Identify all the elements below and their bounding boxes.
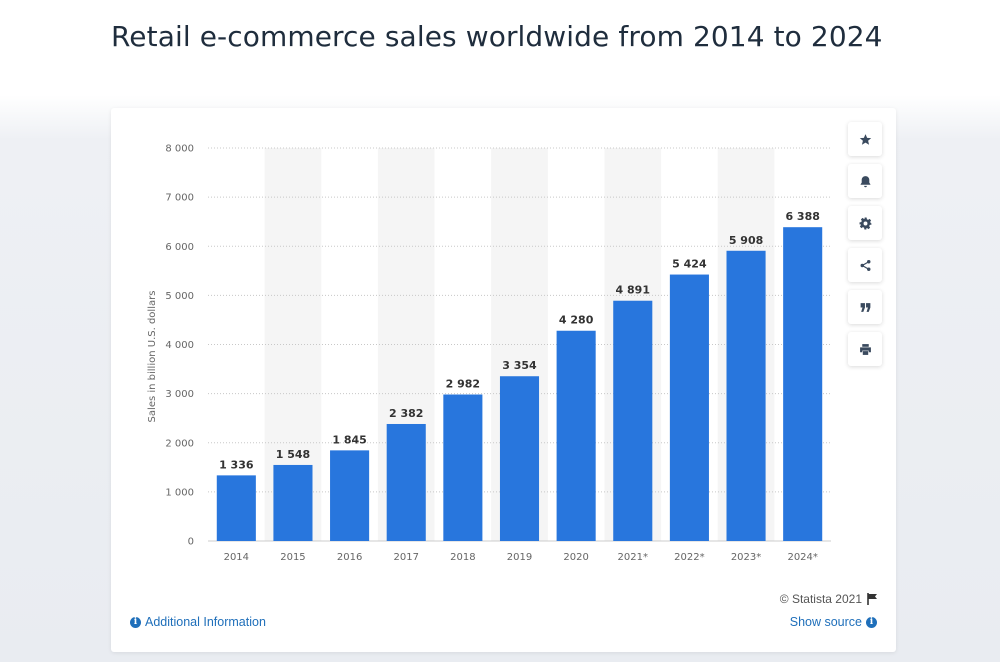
- chart-toolbar: [848, 122, 884, 374]
- bar-2023*[interactable]: [726, 250, 766, 541]
- info-icon: i: [130, 616, 141, 628]
- x-tick-label: 2022*: [674, 552, 704, 563]
- share-icon: [860, 259, 870, 271]
- show-source-label: Show source: [789, 615, 862, 629]
- y-tick-label: 0: [188, 537, 194, 548]
- share-button[interactable]: [848, 248, 882, 282]
- gear-icon: [859, 217, 871, 229]
- x-tick-label: 2019: [507, 552, 532, 563]
- data-label: 6 388: [785, 210, 819, 223]
- flag-icon[interactable]: [867, 593, 878, 605]
- data-label: 2 982: [446, 378, 480, 391]
- y-tick-label: 6 000: [165, 242, 194, 253]
- bar-2018[interactable]: [443, 394, 483, 541]
- copyright-notice: © Statista 2021: [780, 592, 878, 606]
- y-axis-title: Sales in billion U.S. dollars: [147, 291, 158, 423]
- x-tick-label: 2016: [337, 552, 362, 563]
- bar-2021*[interactable]: [613, 300, 653, 541]
- print-button[interactable]: [848, 332, 882, 366]
- star-icon: [859, 133, 871, 145]
- y-tick-label: 1 000: [165, 487, 194, 498]
- data-label: 4 280: [559, 314, 594, 327]
- x-tick-label: 2017: [394, 552, 419, 563]
- chart-card: 0 1 000 2 000 3 000 4 000 5 000 6 000 7 000 8 00…: [111, 108, 896, 652]
- data-label: 2 382: [389, 407, 423, 420]
- y-tick-label: 2 000: [165, 438, 194, 449]
- data-label: 1 845: [332, 433, 366, 446]
- bar-2022*[interactable]: [669, 274, 709, 541]
- y-tick-label: 8 000: [165, 144, 194, 155]
- additional-information-label: Additional Information: [145, 615, 266, 629]
- bar-2024*[interactable]: [783, 227, 823, 541]
- page-title: Retail e-commerce sales worldwide from 2…: [111, 20, 883, 53]
- x-tick-label: 2015: [280, 552, 305, 563]
- data-label: 1 548: [276, 448, 310, 461]
- x-tick-label: 2021*: [618, 552, 648, 563]
- info-icon: i: [866, 616, 877, 628]
- favorite-button[interactable]: [848, 122, 882, 156]
- y-tick-label: 5 000: [165, 291, 194, 302]
- settings-button[interactable]: [848, 206, 882, 240]
- bell-icon: [860, 175, 870, 187]
- bar-2020[interactable]: [556, 330, 596, 541]
- x-tick-label: 2020: [563, 552, 588, 563]
- y-tick-label: 3 000: [165, 389, 194, 400]
- show-source-link[interactable]: Show source i: [790, 615, 877, 629]
- data-label: 1 336: [219, 458, 254, 471]
- data-label: 5 424: [672, 258, 707, 271]
- print-icon: [859, 343, 871, 355]
- bar-2016[interactable]: [330, 450, 370, 541]
- x-tick-label: 2014: [224, 552, 249, 563]
- copyright-text: © Statista 2021: [779, 592, 862, 606]
- quote-icon: [860, 302, 870, 312]
- bar-2015[interactable]: [273, 464, 313, 541]
- bar-chart: 0 1 000 2 000 3 000 4 000 5 000 6 000 7 000 8 00…: [147, 144, 831, 563]
- data-label: 3 354: [502, 359, 537, 372]
- data-label: 4 891: [616, 284, 650, 297]
- x-tick-label: 2024*: [787, 552, 817, 563]
- x-tick-label: 2023*: [731, 552, 761, 563]
- y-tick-label: 7 000: [165, 193, 194, 204]
- x-tick-label: 2018: [450, 552, 475, 563]
- bar-2014[interactable]: [216, 475, 256, 541]
- notification-button[interactable]: [848, 164, 882, 198]
- additional-information-link[interactable]: i Additional Information: [130, 615, 266, 629]
- bar-2019[interactable]: [499, 376, 540, 541]
- cite-button[interactable]: [848, 290, 882, 324]
- bar-2017[interactable]: [386, 423, 426, 541]
- data-label: 5 908: [729, 234, 763, 247]
- y-tick-label: 4 000: [165, 340, 194, 351]
